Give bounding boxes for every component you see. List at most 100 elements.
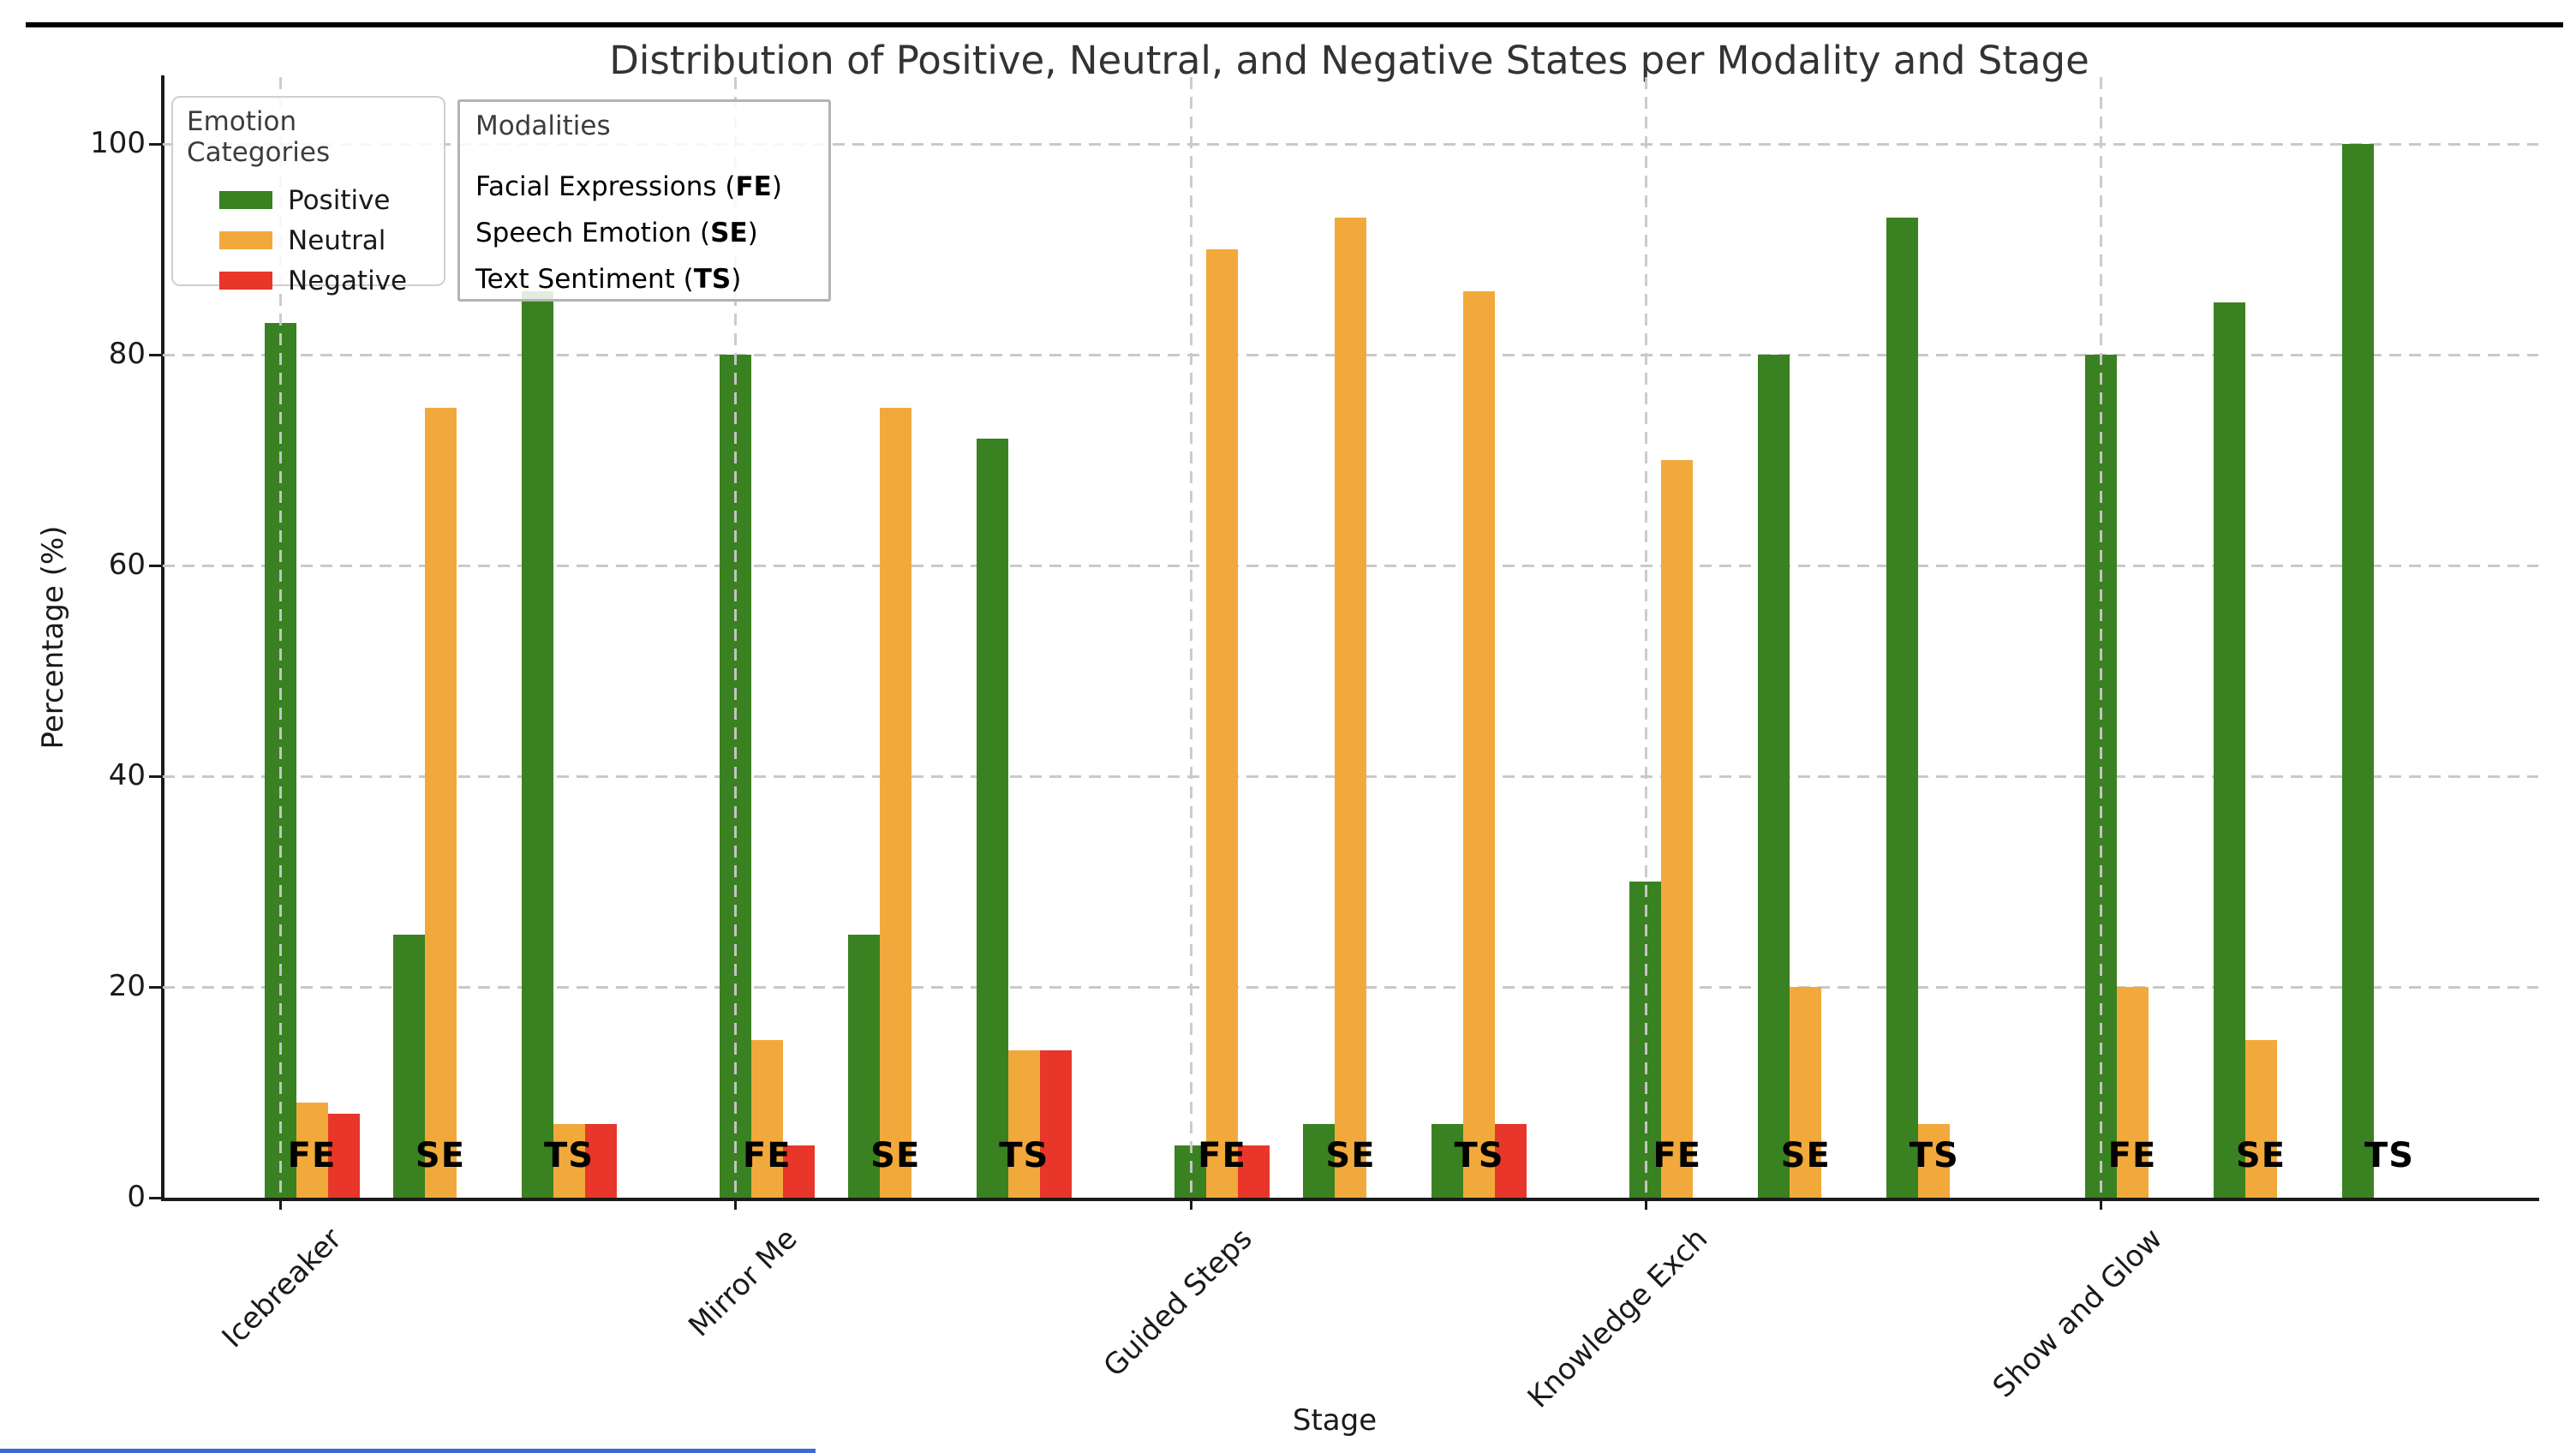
modality-abbr: TS bbox=[693, 264, 732, 295]
y-tick-label-40: 40 bbox=[108, 758, 146, 792]
modality-label-mirror-me-se: SE bbox=[870, 1136, 921, 1175]
legend-entry-text: ) bbox=[747, 218, 758, 248]
y-tick-mark-0 bbox=[149, 1197, 161, 1199]
y-tick-label-20: 20 bbox=[108, 969, 146, 1003]
bar-knowledge-exch-ts-positive bbox=[1886, 218, 1919, 1198]
bottom-accent-line bbox=[0, 1449, 816, 1453]
y-tick-mark-20 bbox=[149, 986, 161, 989]
legend-title: Modalities bbox=[475, 111, 611, 141]
x-tick-mark-mirror-me bbox=[734, 1199, 738, 1210]
legend-entry-text: Facial Expressions ( bbox=[475, 171, 736, 202]
legend-emotion-categories: Emotion Categories Positive Neutral Nega… bbox=[171, 96, 445, 296]
bar-mirror-me-fe-negative bbox=[782, 1145, 815, 1198]
x-tick-label-guided-steps: Guided Steps bbox=[1097, 1222, 1259, 1384]
bar-guided-steps-se-neutral bbox=[1335, 218, 1366, 1198]
y-axis-spine bbox=[161, 75, 164, 1201]
bar-mirror-me-se-neutral bbox=[879, 407, 911, 1198]
bar-show-and-glow-fe-neutral bbox=[2116, 987, 2149, 1198]
bar-guided-steps-ts-negative bbox=[1495, 1123, 1527, 1198]
x-tick-mark-knowledge-exch bbox=[1644, 1199, 1647, 1210]
negative-color-swatch bbox=[219, 272, 272, 290]
bar-mirror-me-ts-negative bbox=[1039, 1049, 1072, 1198]
modality-label-knowledge-exch-ts: TS bbox=[1909, 1136, 1959, 1175]
bar-show-and-glow-ts-positive bbox=[2341, 144, 2374, 1198]
bar-knowledge-exch-se-positive bbox=[1758, 355, 1790, 1198]
modality-label-knowledge-exch-fe: FE bbox=[1653, 1136, 1702, 1175]
legend-entry-neutral: Neutral bbox=[187, 220, 430, 260]
bar-icebreaker-fe-neutral bbox=[296, 1103, 328, 1198]
modality-label-guided-steps-fe: FE bbox=[1198, 1136, 1246, 1175]
x-tick-label-show-and-glow: Show and Glow bbox=[1986, 1222, 2170, 1405]
legend-modalities: Modalities Facial Expressions (FE) Speec… bbox=[457, 99, 831, 302]
bar-show-and-glow-se-positive bbox=[2213, 302, 2245, 1198]
x-axis-label: Stage bbox=[1292, 1403, 1378, 1438]
modality-label-icebreaker-ts: TS bbox=[543, 1136, 595, 1175]
bar-guided-steps-ts-neutral bbox=[1463, 291, 1495, 1198]
modality-abbr: SE bbox=[710, 218, 748, 248]
y-axis-label: Percentage (%) bbox=[36, 525, 70, 750]
legend-entry-positive: Positive bbox=[187, 180, 430, 220]
y-tick-label-80: 80 bbox=[108, 337, 146, 371]
modality-label-show-and-glow-ts: TS bbox=[2364, 1136, 2415, 1175]
legend-entry-text: ) bbox=[731, 264, 742, 295]
bar-knowledge-exch-se-neutral bbox=[1790, 987, 1822, 1198]
bar-icebreaker-ts-negative bbox=[584, 1123, 617, 1198]
positive-color-swatch bbox=[219, 191, 272, 209]
modality-label-show-and-glow-fe: FE bbox=[2107, 1136, 2157, 1175]
x-axis-spine bbox=[161, 1198, 2539, 1201]
bar-mirror-me-ts-positive bbox=[976, 439, 1008, 1198]
modality-label-mirror-me-fe: FE bbox=[742, 1136, 792, 1175]
bar-guided-steps-se-positive bbox=[1303, 1123, 1335, 1198]
modality-label-guided-steps-se: SE bbox=[1325, 1136, 1376, 1175]
y-tick-label-60: 60 bbox=[108, 547, 146, 582]
x-tick-mark-guided-steps bbox=[1189, 1199, 1192, 1210]
x-tick-mark-icebreaker bbox=[279, 1199, 282, 1210]
legend-entry-negative: Negative bbox=[187, 260, 430, 301]
y-tick-mark-100 bbox=[149, 143, 161, 146]
gridline-x-icebreaker bbox=[279, 77, 282, 1198]
x-tick-label-icebreaker: Icebreaker bbox=[216, 1222, 350, 1355]
y-tick-label-100: 100 bbox=[90, 126, 146, 160]
bar-icebreaker-fe-negative bbox=[327, 1113, 360, 1198]
legend-entry-label: Neutral bbox=[288, 224, 386, 256]
bar-knowledge-exch-fe-neutral bbox=[1661, 460, 1694, 1198]
y-tick-label-0: 0 bbox=[127, 1180, 146, 1214]
modality-label-show-and-glow-se: SE bbox=[2235, 1136, 2286, 1175]
modality-label-icebreaker-fe: FE bbox=[287, 1136, 337, 1175]
y-tick-mark-40 bbox=[149, 775, 161, 778]
bar-icebreaker-se-positive bbox=[392, 934, 425, 1198]
gridline-x-knowledge-exch bbox=[1644, 77, 1647, 1198]
bar-mirror-me-se-positive bbox=[847, 934, 880, 1198]
modality-label-icebreaker-se: SE bbox=[415, 1136, 466, 1175]
legend-entry-speech-emotion: Speech Emotion (SE) bbox=[475, 210, 813, 256]
x-tick-label-mirror-me: Mirror Me bbox=[682, 1222, 804, 1344]
legend-title: Emotion Categories bbox=[187, 106, 331, 168]
y-tick-mark-80 bbox=[149, 354, 161, 356]
chart-title: Distribution of Positive, Neutral, and N… bbox=[609, 38, 2089, 83]
bar-icebreaker-se-neutral bbox=[424, 407, 457, 1198]
gridline-x-show-and-glow bbox=[2100, 77, 2102, 1198]
bar-guided-steps-fe-negative bbox=[1238, 1145, 1270, 1198]
bar-mirror-me-fe-neutral bbox=[750, 1039, 783, 1198]
modality-label-mirror-me-ts: TS bbox=[999, 1136, 1049, 1175]
y-tick-mark-60 bbox=[149, 565, 161, 567]
legend-entry-facial-expressions: Facial Expressions (FE) bbox=[475, 164, 813, 210]
bar-icebreaker-ts-positive bbox=[521, 291, 553, 1198]
bar-icebreaker-ts-neutral bbox=[553, 1123, 585, 1198]
top-border-line bbox=[26, 22, 2563, 27]
legend-entry-label: Positive bbox=[288, 184, 391, 216]
x-tick-mark-show-and-glow bbox=[2100, 1199, 2102, 1210]
legend-entry-label: Negative bbox=[288, 265, 408, 296]
legend-entry-text-sentiment: Text Sentiment (TS) bbox=[475, 256, 813, 302]
modality-label-knowledge-exch-se: SE bbox=[1780, 1136, 1831, 1175]
legend-entry-text: ) bbox=[771, 171, 782, 202]
legend-entry-text: Speech Emotion ( bbox=[475, 218, 711, 248]
neutral-color-swatch bbox=[219, 231, 272, 249]
x-tick-label-knowledge-exch: Knowledge Exch bbox=[1521, 1222, 1715, 1415]
gridline-x-guided-steps bbox=[1189, 77, 1192, 1198]
bar-guided-steps-fe-neutral bbox=[1206, 249, 1238, 1198]
bar-knowledge-exch-ts-neutral bbox=[1918, 1123, 1951, 1198]
bar-guided-steps-ts-positive bbox=[1431, 1123, 1463, 1198]
gridline-x-mirror-me bbox=[734, 77, 738, 1198]
